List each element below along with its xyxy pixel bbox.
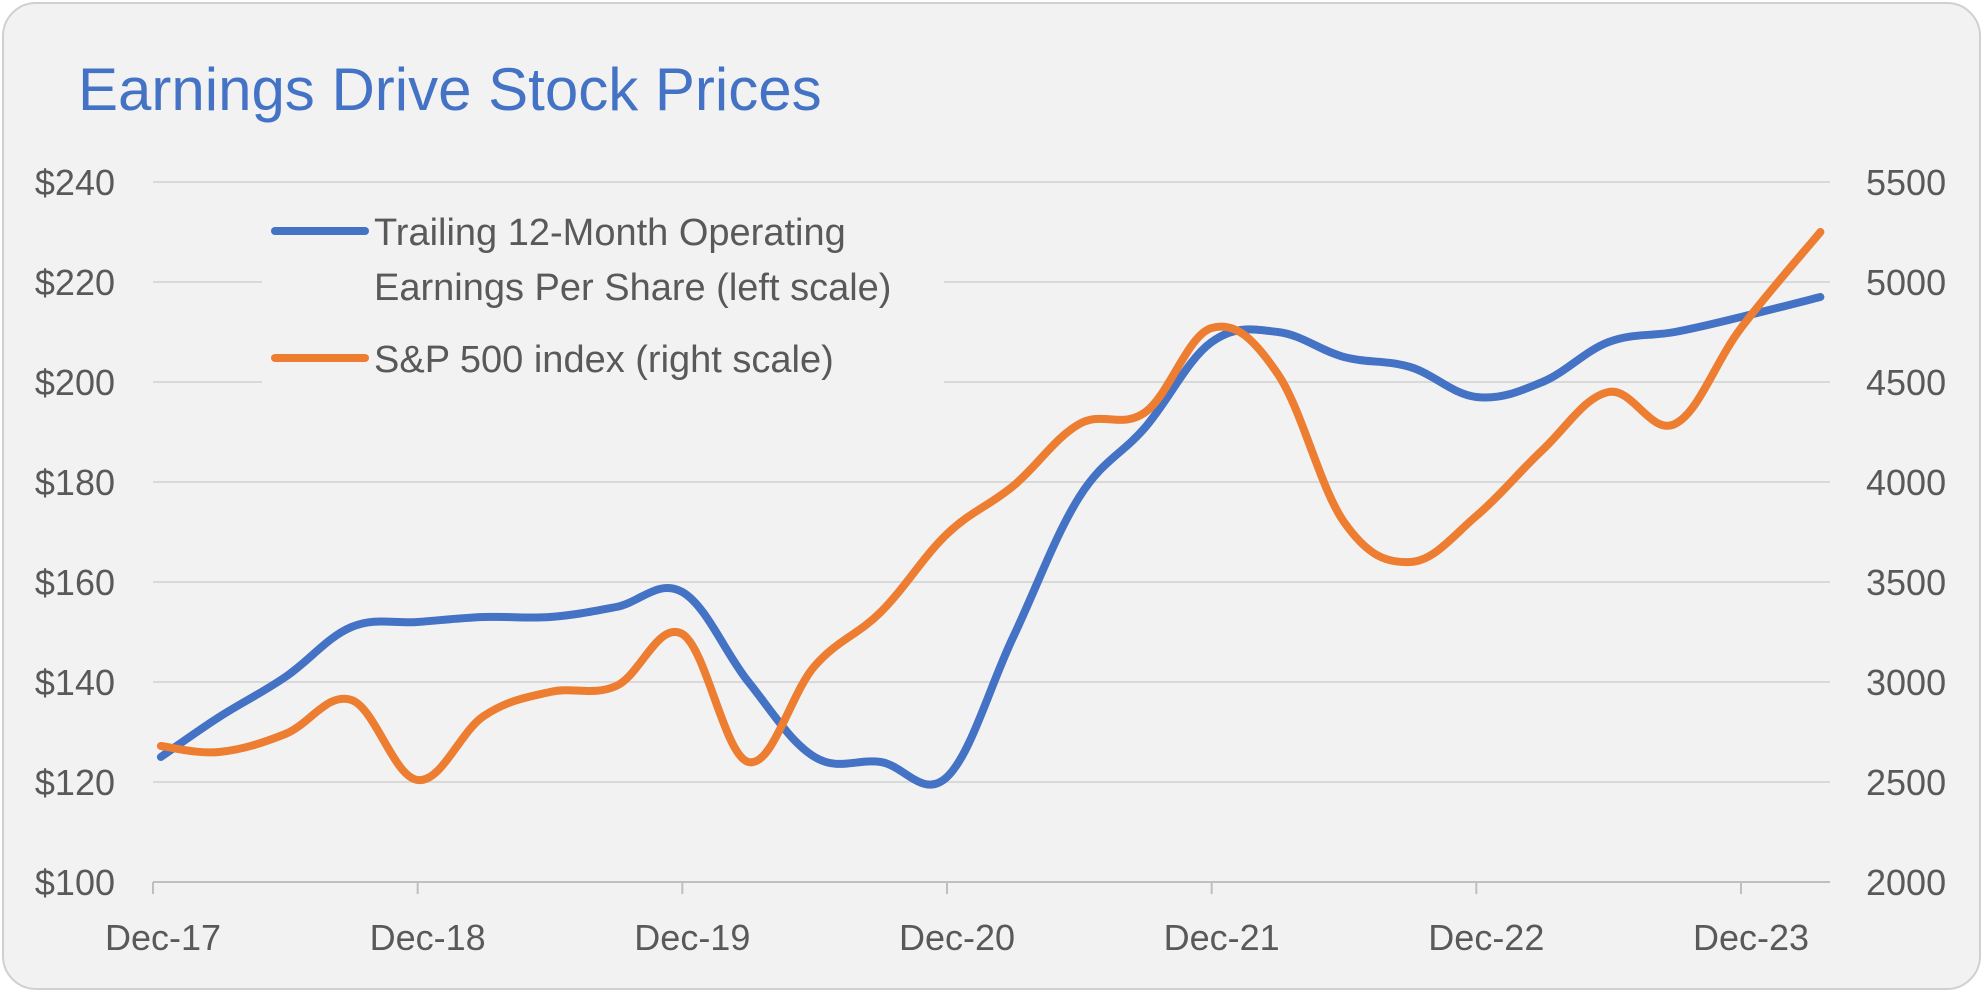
chart-title: Earnings Drive Stock Prices [78,56,822,123]
left-axis-ticks: $100 $120 $140 $160 $180 $200 $220 $240 [35,162,115,903]
x-tick-label: Dec-23 [1693,917,1809,958]
x-tick-label: Dec-17 [105,917,221,958]
left-tick-label: $140 [35,662,115,703]
right-tick-label: 2500 [1866,762,1946,803]
left-tick-label: $160 [35,562,115,603]
right-tick-label: 5000 [1866,262,1946,303]
legend-background [262,205,944,383]
left-tick-label: $240 [35,162,115,203]
left-tick-label: $200 [35,362,115,403]
legend: Trailing 12-Month Operating Earnings Per… [271,212,891,381]
legend-label-sp500: S&P 500 index (right scale) [374,339,834,381]
series-lines [156,228,1825,789]
legend-label-eps-line1: Trailing 12-Month Operating [374,212,846,254]
legend-label-eps-line2: Earnings Per Share (left scale) [374,267,891,309]
left-tick-label: $220 [35,262,115,303]
right-tick-label: 3500 [1866,562,1946,603]
right-tick-label: 3000 [1866,662,1946,703]
right-tick-label: 4000 [1866,462,1946,503]
x-tick-label: Dec-18 [370,917,486,958]
right-tick-label: 5500 [1866,162,1946,203]
right-tick-label: 2000 [1866,862,1946,903]
x-tick-label: Dec-19 [634,917,750,958]
x-tick-label: Dec-20 [899,917,1015,958]
x-tick-label: Dec-21 [1164,917,1280,958]
series-line-sp500 [156,228,1825,784]
x-tick-label: Dec-22 [1428,917,1544,958]
left-tick-label: $180 [35,462,115,503]
left-tick-label: $120 [35,762,115,803]
x-axis-ticks: Dec-17 Dec-18 Dec-19 Dec-20 Dec-21 Dec-22 Dec-… [105,917,1809,958]
axes [152,881,1830,894]
left-tick-label: $100 [35,862,115,903]
right-tick-label: 4500 [1866,362,1946,403]
right-axis-ticks: 2000 2500 3000 3500 4000 4500 5000 5500 [1866,162,1946,903]
series-line-eps [156,293,1825,789]
